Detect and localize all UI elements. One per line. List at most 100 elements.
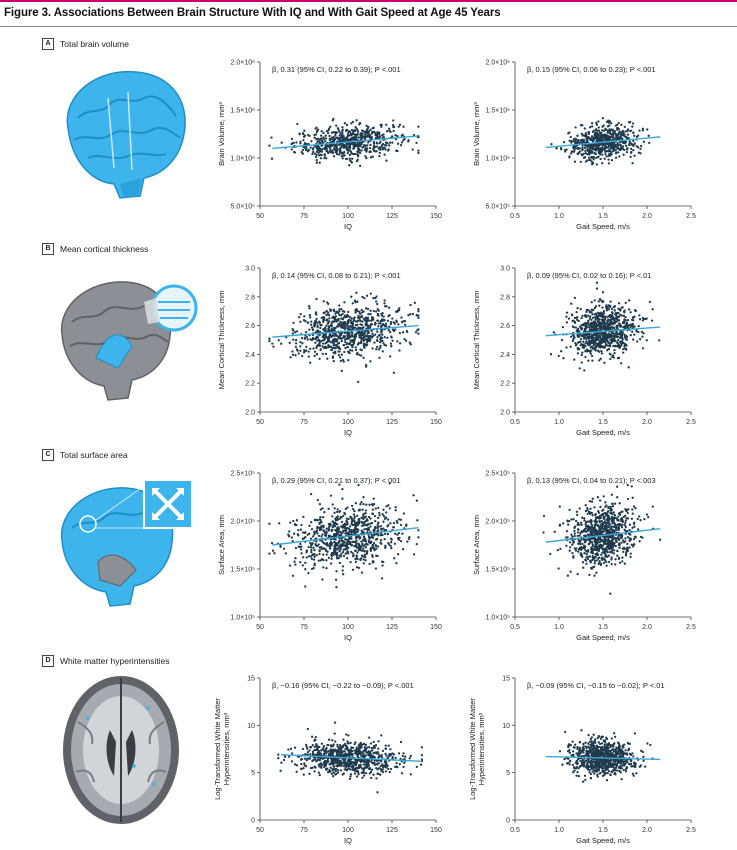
y-tick-label: 5 [251,770,255,777]
data-point [398,536,401,540]
data-point [350,544,353,547]
x-tick-label: 125 [386,827,398,834]
data-point [593,555,597,559]
stat-annotation: β, −0.16 (95% CI, −0.22 to −0.09); P <.0… [272,681,414,690]
data-point [324,137,328,140]
data-point [609,304,612,308]
data-point [584,149,587,153]
data-point [570,150,574,153]
data-point [375,348,378,351]
data-point [604,523,608,527]
data-point [362,356,365,360]
data-point [289,356,292,359]
data-point [644,317,647,321]
data-point [609,507,612,510]
data-point [335,534,338,537]
data-point [302,351,306,354]
data-point [339,324,342,327]
data-point [613,529,616,533]
data-point [299,528,303,531]
data-point [585,310,588,314]
data-point [593,520,596,523]
data-point [369,313,372,316]
data-point [341,569,344,572]
data-point [604,143,607,146]
data-point [378,511,381,515]
data-point [590,345,594,348]
data-point [313,562,316,565]
data-point [571,339,575,343]
data-point [610,311,614,314]
data-point [326,346,330,349]
data-point [268,337,271,340]
data-point [599,563,602,567]
data-point [334,740,337,743]
data-point [409,313,412,316]
data-point [576,306,579,310]
data-point [329,137,332,141]
data-point [358,149,361,152]
data-point [579,344,582,347]
data-point [605,304,608,307]
data-point [343,324,346,327]
data-point [591,497,594,500]
data-point [327,311,330,314]
data-point [347,517,350,521]
data-point [314,311,318,314]
data-point [374,310,378,313]
y-tick-label: 2.6 [500,323,510,330]
data-point [569,546,572,549]
data-point [299,345,302,348]
data-point [407,537,411,541]
data-point [392,129,395,133]
data-point [307,350,310,353]
data-point [354,525,357,529]
data-point [606,131,609,134]
data-point [651,505,654,508]
data-point [617,338,620,342]
data-point [345,123,349,127]
data-point [340,369,343,373]
data-point [601,522,605,525]
data-point [365,552,368,555]
data-point [607,142,610,145]
data-point [597,300,600,303]
data-point [604,153,607,156]
data-point [576,134,579,137]
data-point [601,139,604,142]
data-point [559,547,562,551]
data-point [351,326,354,329]
data-point [320,535,323,538]
data-point [369,325,372,329]
data-point [343,511,346,515]
data-point [361,320,364,323]
data-point [324,531,327,535]
data-point [350,122,353,125]
data-point [344,346,347,350]
data-point [366,307,370,311]
data-point [384,516,388,520]
data-point [600,520,604,523]
data-point [624,301,627,305]
data-point [326,330,330,333]
data-point [353,137,356,140]
data-point [348,157,351,160]
data-point [315,161,318,164]
data-point [576,534,579,538]
data-point [309,555,313,558]
data-point [324,144,327,147]
data-point [588,559,592,562]
data-point [636,340,639,343]
data-point [592,566,595,569]
data-point [333,524,336,527]
data-point [359,319,362,323]
data-point [596,553,600,556]
data-point [608,148,611,151]
data-point [358,316,361,319]
data-point [268,522,271,525]
data-point [401,133,404,136]
data-point [393,542,397,545]
data-point [609,550,612,553]
data-point [358,353,361,356]
data-point [393,322,397,325]
